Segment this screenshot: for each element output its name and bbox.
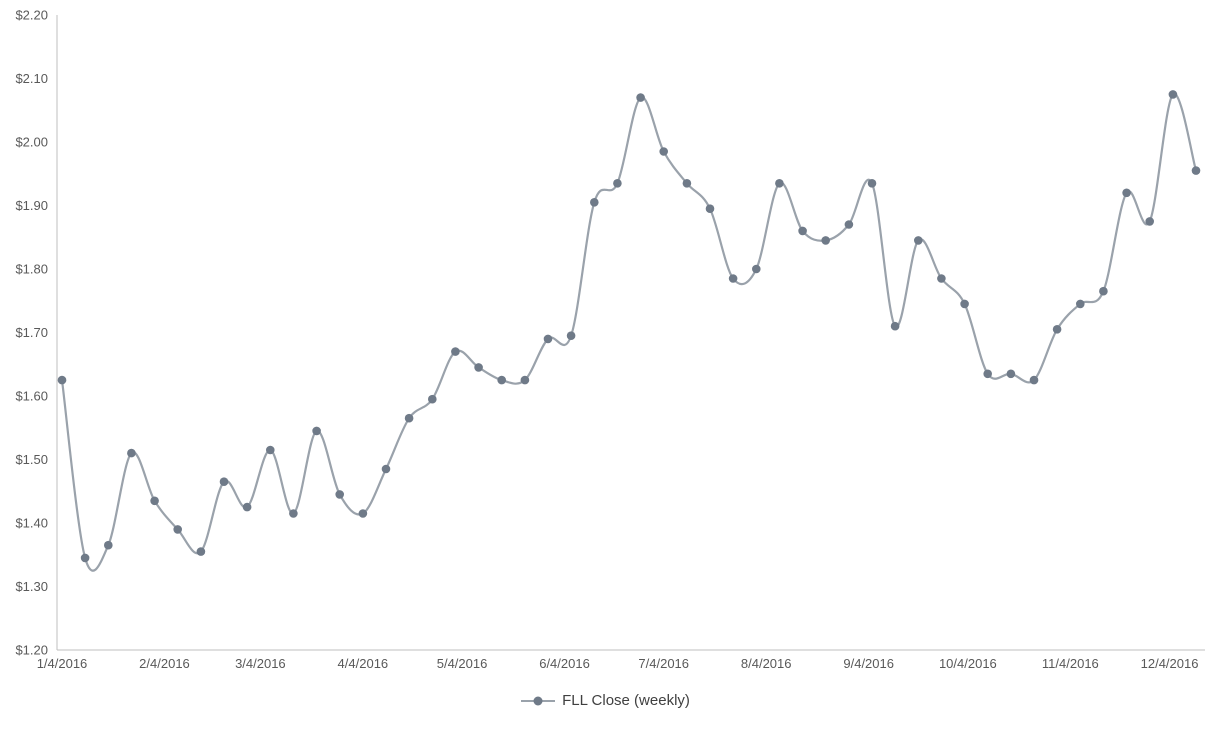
data-point-marker [1122,188,1131,198]
data-point-marker [636,93,645,102]
data-point-marker [520,375,530,385]
data-point-marker [728,274,738,283]
data-point-marker [960,299,969,309]
data-point-marker [613,179,622,188]
data-point-marker [844,220,854,229]
x-axis-tick-label: 2/4/2016 [139,656,190,671]
data-point-marker [1052,325,1062,334]
y-axis-tick-label: $1.60 [15,389,48,404]
data-point-marker [57,375,67,385]
data-point-marker [474,363,483,372]
data-point-marker [1191,166,1201,175]
y-axis-tick-label: $1.80 [15,262,48,277]
data-point-marker [821,236,830,245]
data-point-marker [798,226,807,236]
data-point-marker [404,413,414,423]
legend-marker-icon [521,696,556,705]
data-point-marker [1145,217,1154,226]
data-point-marker [219,477,229,487]
y-axis-tick-label: $1.30 [15,579,48,594]
data-point-marker [150,496,159,506]
y-axis-tick-label: $2.00 [15,135,48,150]
data-point-marker [358,509,368,518]
data-point-marker [566,331,576,341]
data-point-marker [752,264,761,274]
y-axis-tick-label: $1.90 [15,198,48,213]
x-axis-tick-label: 11/4/2016 [1042,656,1099,671]
data-point-marker [590,198,599,207]
data-point-marker [705,204,715,213]
x-axis-tick-label: 8/4/2016 [741,656,792,671]
data-point-marker [289,509,298,518]
data-point-marker [543,334,553,344]
data-point-marker [659,147,668,156]
data-point-marker [1006,369,1016,379]
data-point-marker [312,426,321,436]
data-point-marker [173,525,182,534]
data-point-marker [1099,286,1108,296]
y-axis-tick-label: $1.40 [15,516,48,531]
x-axis-tick-label: 5/4/2016 [437,656,488,671]
data-point-marker [914,236,923,245]
data-point-marker [335,490,345,499]
chart-legend: FLL Close (weekly) [0,692,1211,709]
data-point-marker [867,179,877,188]
data-point-marker [682,179,692,188]
chart-canvas: $1.20 $1.30 $1.40 $1.50 $1.60 $1.70 $1.80 $1.90… [15,8,1205,671]
data-point-marker [937,274,946,283]
data-point-marker [266,445,275,455]
data-point-marker [1076,299,1085,309]
data-point-marker [428,394,437,404]
data-point-marker [890,321,900,331]
data-point-marker [127,448,136,458]
data-point-marker [1168,90,1178,99]
data-point-marker [242,502,252,512]
data-point-marker [381,464,391,474]
y-axis-tick-label: $1.20 [15,643,48,658]
data-point-marker [196,547,206,556]
x-axis-tick-label: 6/4/2016 [539,656,590,671]
legend-label: FLL Close (weekly) [562,692,690,709]
data-point-marker [80,553,90,563]
y-axis-tick-label: $2.10 [15,71,48,86]
x-axis-tick-label: 7/4/2016 [638,656,689,671]
x-axis-tick-label: 4/4/2016 [338,656,389,671]
data-point-marker [1029,375,1039,385]
x-axis-tick-label: 9/4/2016 [843,656,894,671]
data-point-marker [775,179,784,188]
x-axis-tick-label: 3/4/2016 [235,656,286,671]
x-axis-tick-label: 10/4/2016 [939,656,997,671]
y-axis-tick-label: $1.50 [15,452,48,467]
series-line [60,93,1198,572]
data-point-marker [497,375,507,385]
x-axis-tick-label: 12/4/2016 [1141,656,1199,671]
data-point-marker [104,540,113,550]
y-axis-tick-label: $1.70 [15,325,48,340]
y-axis-tick-label: $2.20 [15,8,48,23]
data-point-marker [451,347,460,356]
data-point-marker [983,369,992,379]
x-axis-tick-label: 1/4/2016 [37,656,88,671]
